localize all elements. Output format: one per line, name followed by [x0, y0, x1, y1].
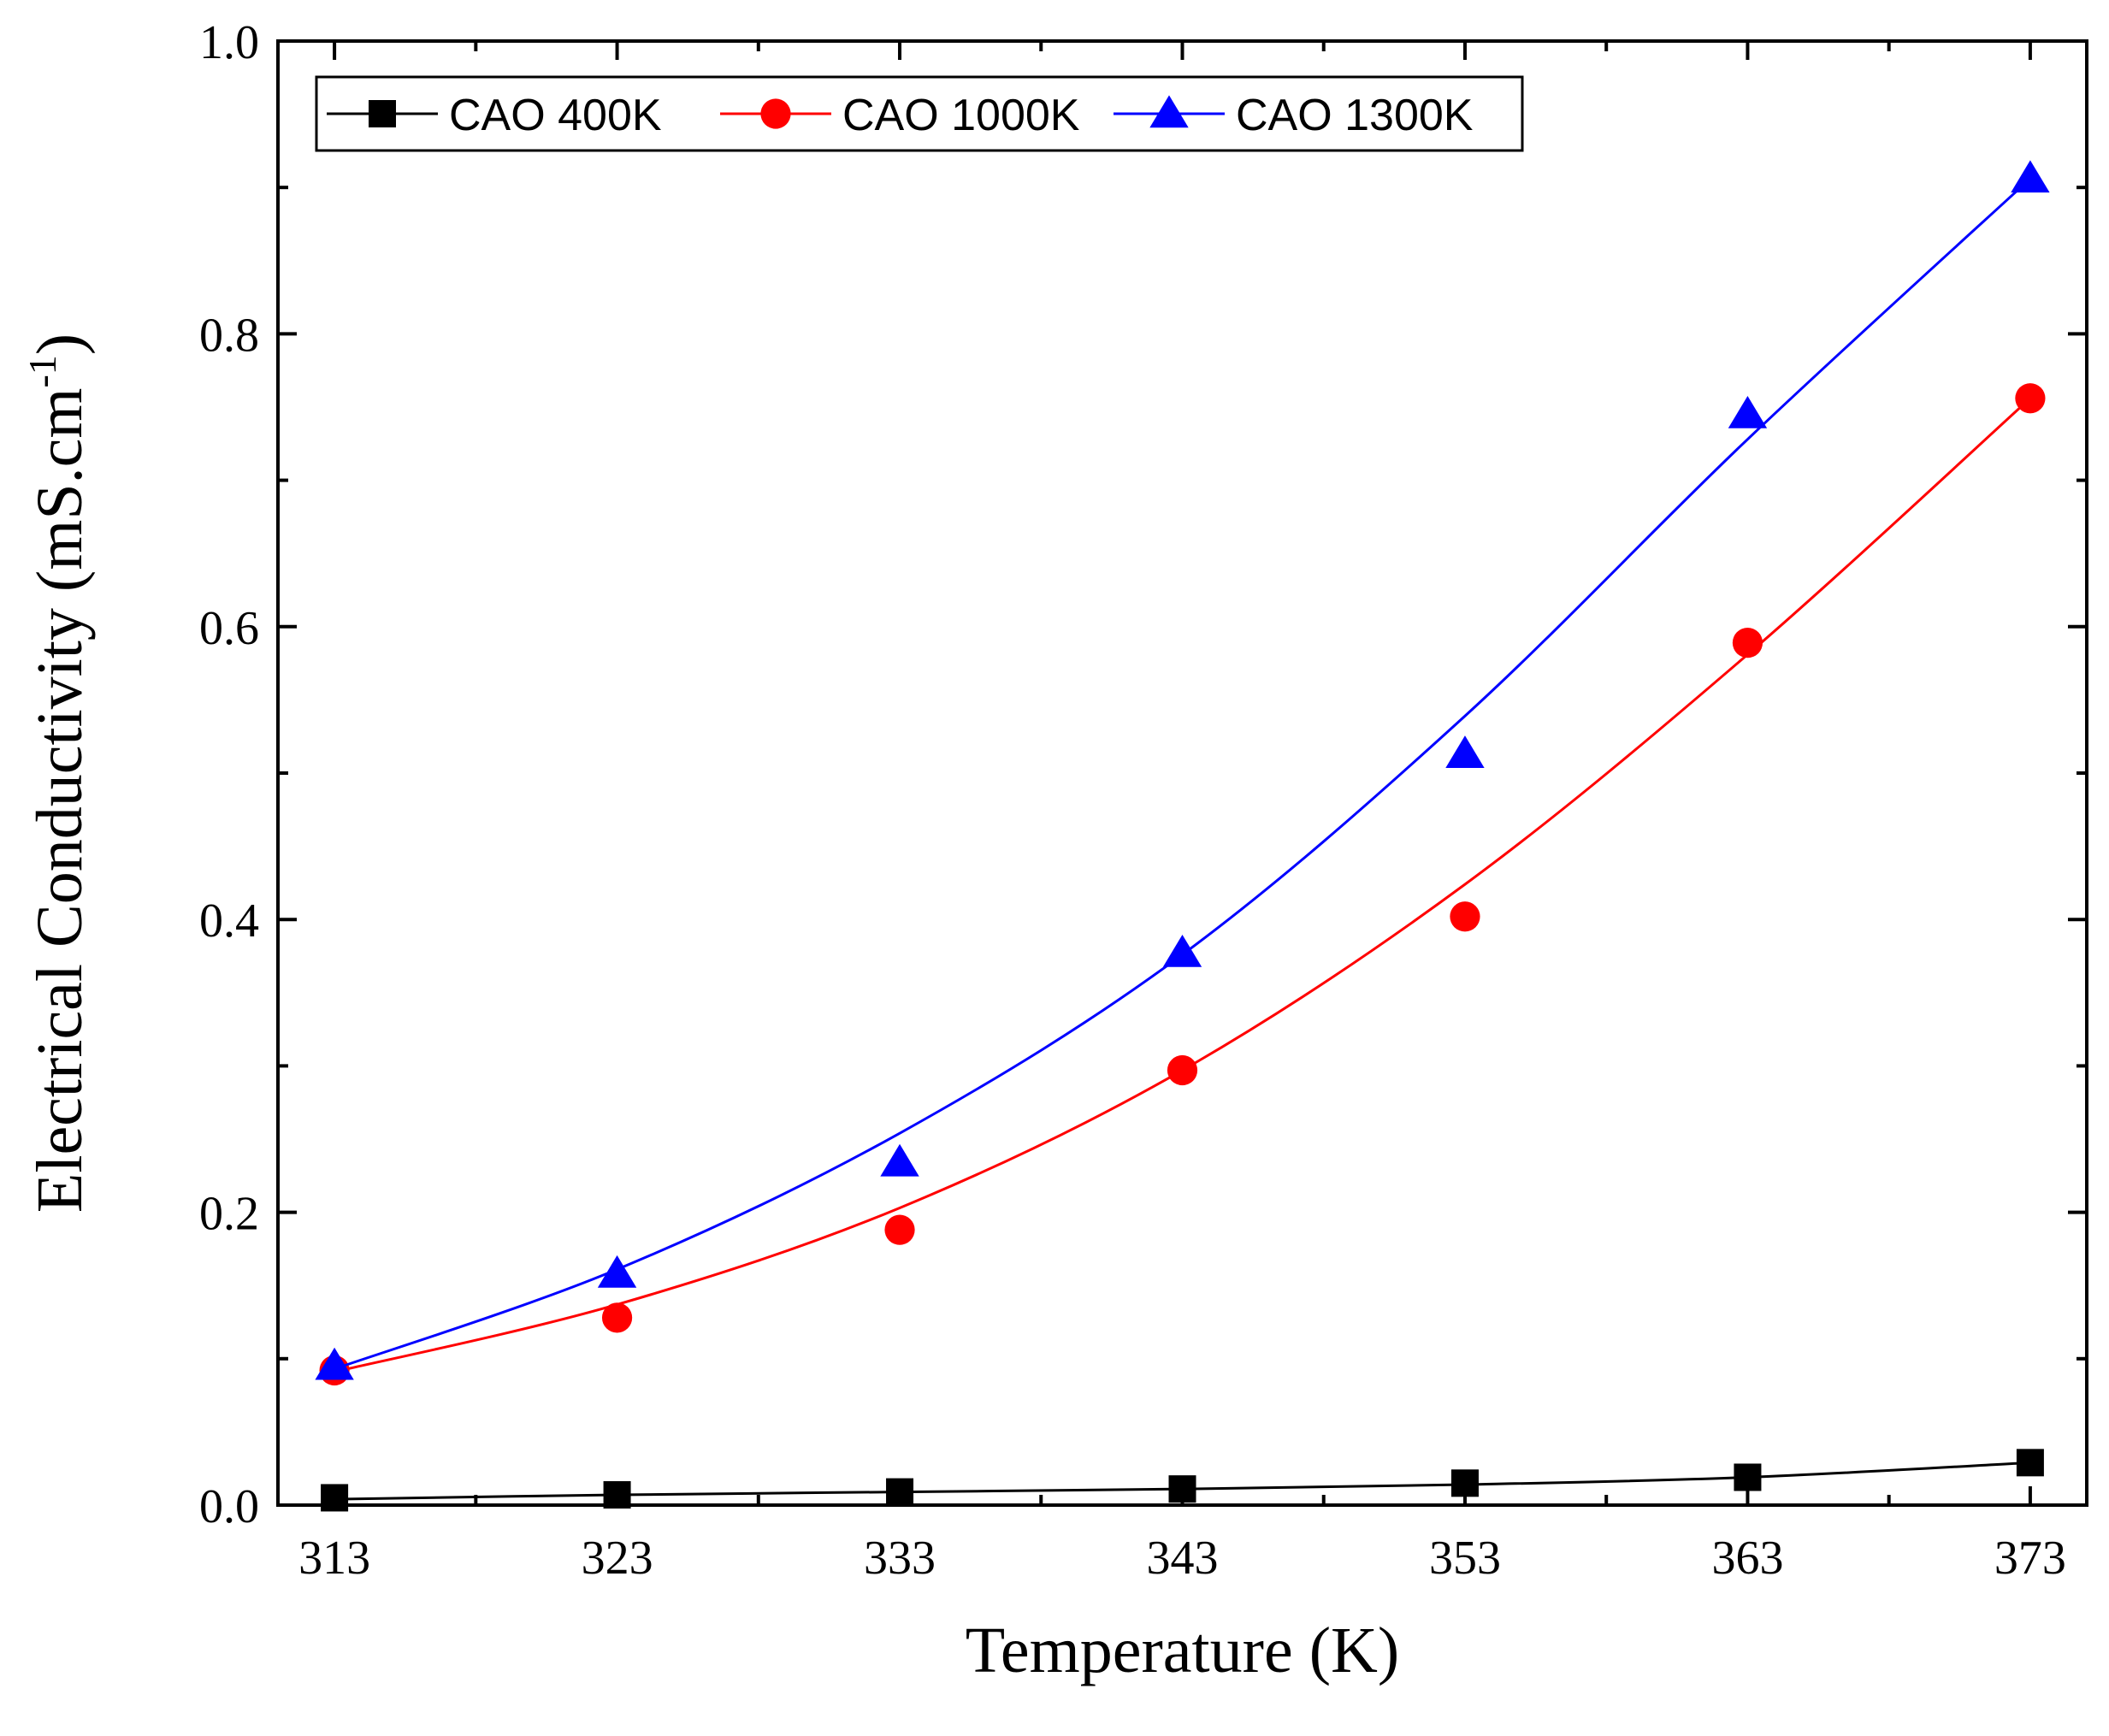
data-point: [315, 1347, 354, 1380]
y-tick-label: 0.2: [199, 1188, 259, 1241]
x-tick-label: 373: [1994, 1532, 2066, 1585]
legend-box: [315, 75, 1524, 152]
y-tick-label: 0.8: [199, 309, 259, 362]
legend: CAO 400K CAO 1000K CAO 1300K: [315, 75, 1524, 152]
x-tick-label: 343: [1147, 1532, 1219, 1585]
x-tick-label: 323: [582, 1532, 653, 1585]
data-point: [1732, 628, 1763, 658]
data-point: [2016, 1449, 2044, 1477]
legend-marker: [1149, 95, 1189, 128]
x-tick-label: 313: [298, 1532, 370, 1585]
fit-line: [334, 177, 2031, 1371]
y-tick-label: 1.0: [199, 16, 259, 69]
y-tick-label: 0.4: [199, 895, 259, 948]
data-point: [884, 1214, 915, 1245]
y-axis-title-superscript: -1: [21, 355, 64, 387]
data-point: [1445, 735, 1485, 768]
legend-item: CAO 400K: [327, 91, 662, 140]
legend-marker: [760, 98, 791, 129]
data-point: [601, 1302, 633, 1333]
series-triangle: [315, 160, 2050, 1380]
legend-item: CAO 1000K: [720, 91, 1080, 140]
legend-item: CAO 1300K: [1114, 91, 1474, 140]
x-tick-label: 353: [1429, 1532, 1501, 1585]
data-point: [1167, 1054, 1198, 1086]
legend-label: CAO 400K: [449, 91, 662, 140]
data-point: [1162, 934, 1202, 967]
plot-frame: [276, 39, 2088, 1507]
legend-label: CAO 1300K: [1236, 91, 1474, 140]
data-point: [1728, 395, 1768, 428]
x-tick-label: 363: [1711, 1532, 1783, 1585]
data-point: [2015, 383, 2046, 414]
fit-line: [334, 397, 2031, 1373]
x-axis-title: Temperature (K): [966, 1615, 1399, 1686]
y-tick-label: 0.6: [199, 602, 259, 655]
data-point: [2011, 160, 2050, 193]
legend-marker: [369, 100, 396, 127]
data-point: [880, 1143, 919, 1177]
y-axis-title-main: Electrical Conductivity (mS.cm: [24, 388, 96, 1213]
data-point: [1450, 901, 1480, 932]
y-axis-title-suffix: ): [24, 334, 96, 355]
data-point: [597, 1255, 637, 1288]
series-circle: [319, 383, 2046, 1386]
axes-layer: 313 323 333 343 353 363 373 0.0 0.2 0.4 0.6 0.8 1.0: [199, 16, 2087, 1585]
y-axis-title: Electrical Conductivity (mS.cm-1): [21, 334, 96, 1213]
series-layer: [315, 160, 2050, 1512]
y-tick-label: 0.0: [199, 1480, 259, 1533]
legend-label: CAO 1000K: [842, 91, 1080, 140]
x-tick-label: 333: [864, 1532, 936, 1585]
